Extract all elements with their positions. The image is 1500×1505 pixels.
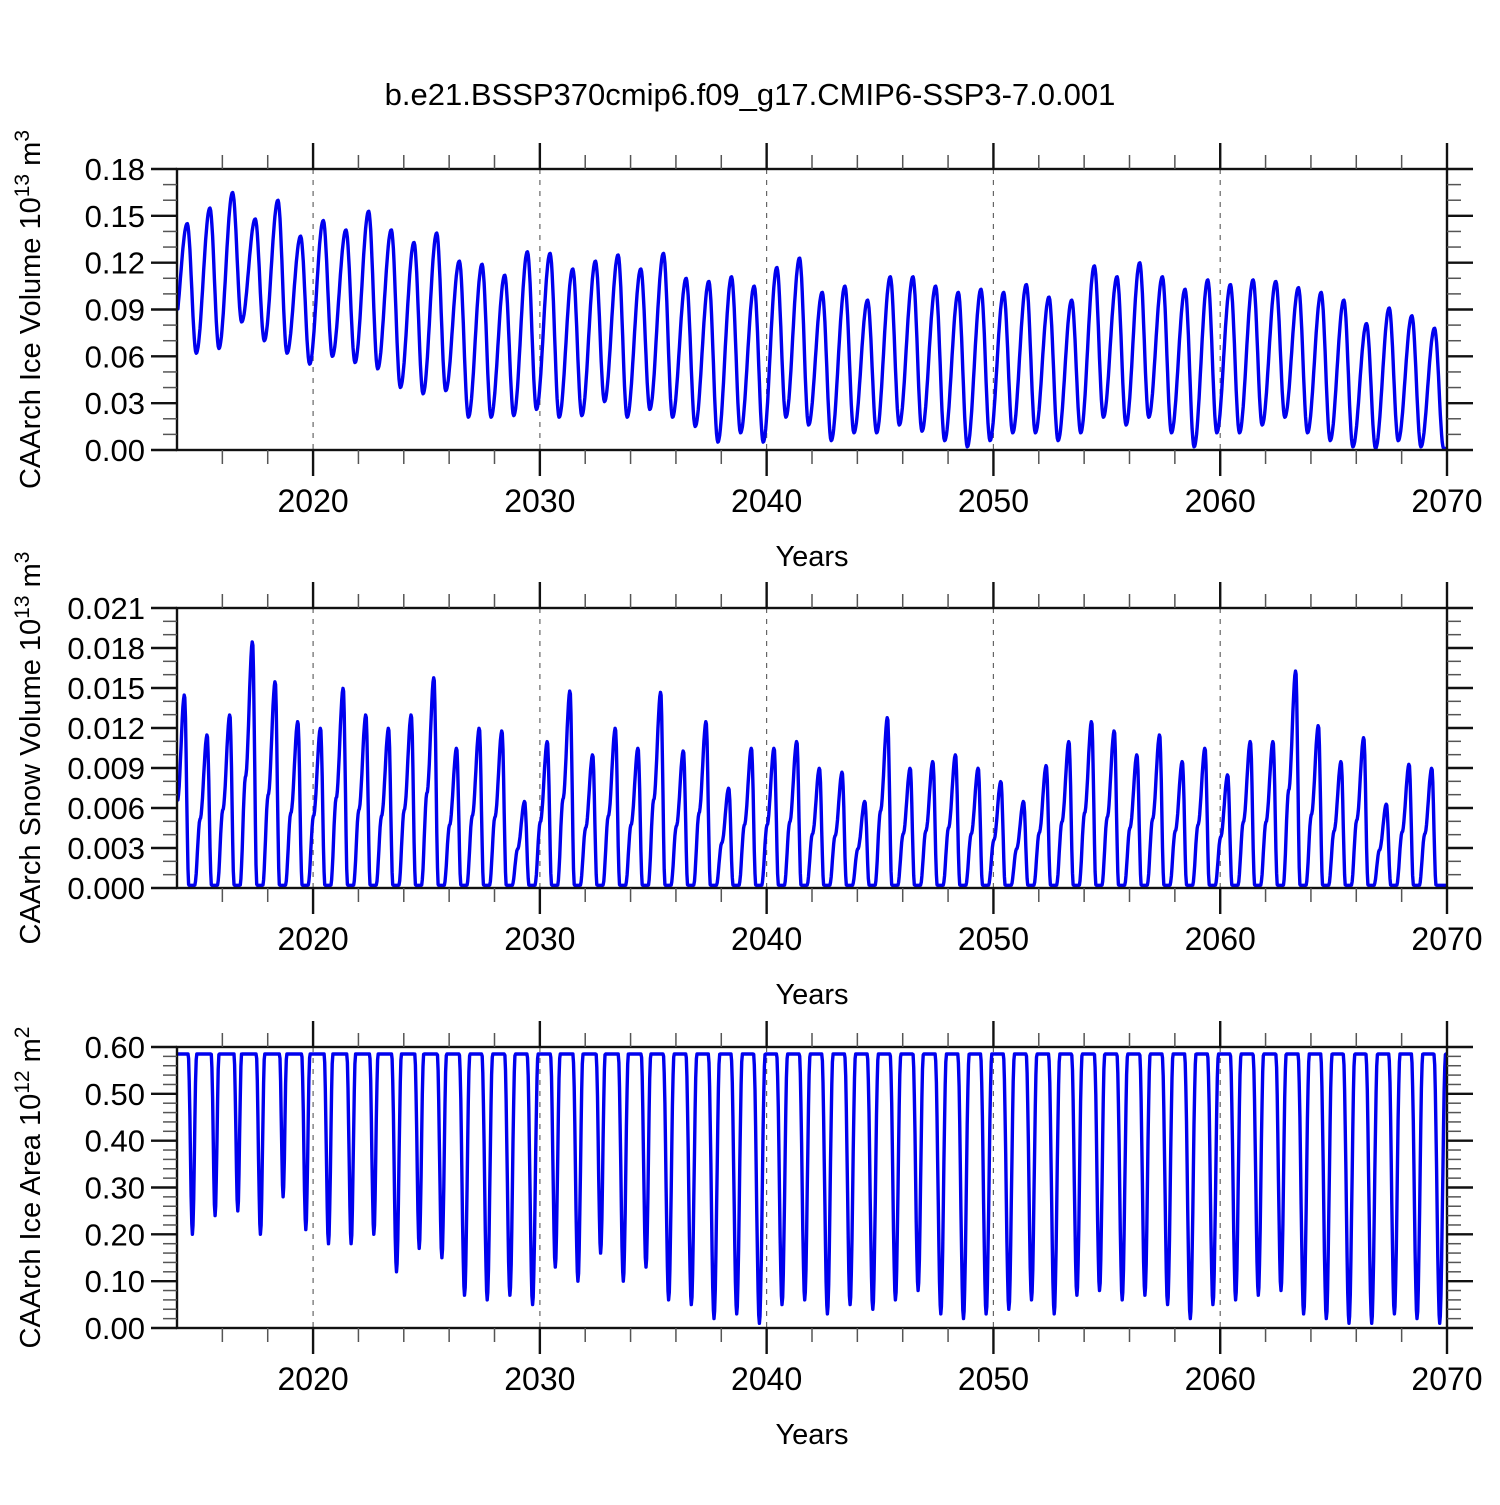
x-axis: 2020 2030 2040 2050 2060 2070 [221,143,1483,519]
y-tick-label: 0.003 [67,831,145,866]
x-axis-title: Years [775,1419,848,1451]
y-axis-title: CAArch Snow Volume 1013 m3 [11,552,47,945]
x-tick-label: 2050 [958,1361,1029,1397]
x-tick-label: 2050 [958,483,1029,519]
figure-title: b.e21.BSSP370cmip6.f09_g17.CMIP6-SSP3-7.… [385,77,1116,112]
y-tick-label: 0.006 [67,791,145,826]
x-tick-label: 2050 [958,921,1029,957]
x-axis: 2020 2030 2040 2050 2060 2070 [221,582,1483,957]
y-tick-label: 0.15 [85,199,145,234]
x-tick-label: 2070 [1411,1361,1482,1397]
ice-area-series-line [176,1052,1448,1325]
decade-gridlines [312,1047,1221,1328]
y-tick-label: 0.09 [85,293,145,328]
x-tick-label: 2040 [731,921,802,957]
panel-ice-area: 0.00 0.10 0.20 0.30 0.40 0.50 0.60 2020 2030 2040… [11,1021,1483,1451]
x-tick-label: 2020 [277,483,348,519]
y-tick-label: 0.00 [85,1311,145,1346]
y-tick-label: 0.021 [67,591,145,626]
decade-gridlines [312,608,1221,888]
y-tick-label: 0.00 [85,433,145,468]
x-tick-label: 2030 [504,483,575,519]
x-tick-label: 2030 [504,921,575,957]
panel-ice-volume: 0.00 0.03 0.06 0.09 0.12 0.15 0.18 2020 2030 2040… [11,130,1483,573]
ice-volume-series-line [176,190,1448,451]
y-tick-label: 0.18 [85,152,145,187]
x-tick-label: 2070 [1411,921,1482,957]
x-tick-label: 2020 [277,921,348,957]
y-tick-label: 0.018 [67,631,145,666]
y-tick-label: 0.009 [67,751,145,786]
y-tick-label: 0.03 [85,386,145,421]
y-tick-label: 0.60 [85,1030,145,1065]
y-axis-title: CAArch Ice Volume 1013 m3 [11,130,47,489]
x-axis: 2020 2030 2040 2050 2060 2070 [221,1021,1483,1397]
y-tick-label: 0.10 [85,1264,145,1299]
y-axis: 0.00 0.10 0.20 0.30 0.40 0.50 0.60 [85,1030,1473,1346]
panels: 0.00 0.03 0.06 0.09 0.12 0.15 0.18 2020 2030 2040… [11,130,1483,1451]
y-tick-label: 0.000 [67,871,145,906]
y-tick-label: 0.20 [85,1217,145,1252]
x-tick-label: 2070 [1411,483,1482,519]
y-tick-label: 0.30 [85,1171,145,1206]
y-tick-label: 0.50 [85,1077,145,1112]
x-tick-label: 2020 [277,1361,348,1397]
y-axis: 0.00 0.03 0.06 0.09 0.12 0.15 0.18 [85,152,1473,468]
y-tick-label: 0.40 [85,1124,145,1159]
y-tick-label: 0.12 [85,246,145,281]
y-tick-label: 0.015 [67,671,145,706]
x-tick-label: 2060 [1185,1361,1256,1397]
y-axis: 0.000 0.003 0.006 0.009 0.012 0.015 0.018 0.021 [67,591,1473,906]
x-axis-title: Years [775,541,848,573]
x-tick-label: 2040 [731,483,802,519]
x-tick-label: 2060 [1185,921,1256,957]
y-axis-title: CAArch Ice Area 1012 m2 [11,1027,47,1349]
snow-volume-series-line [176,640,1448,887]
x-tick-label: 2040 [731,1361,802,1397]
y-tick-label: 0.06 [85,339,145,374]
x-tick-label: 2030 [504,1361,575,1397]
panel-snow-volume: 0.000 0.003 0.006 0.009 0.012 0.015 0.018 0.021… [11,552,1483,1011]
y-tick-label: 0.012 [67,711,145,746]
x-tick-label: 2060 [1185,483,1256,519]
x-axis-title: Years [775,979,848,1011]
